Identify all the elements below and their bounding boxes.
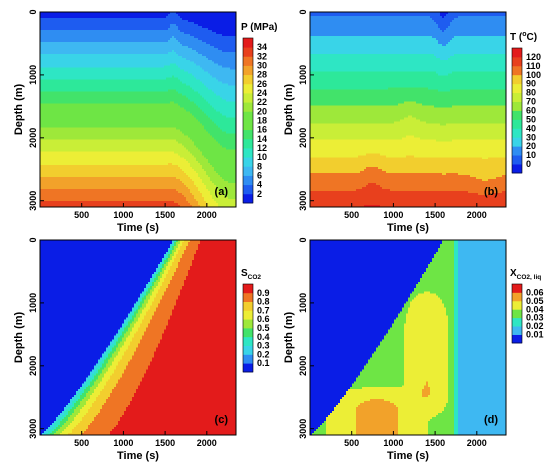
contour-field [40, 12, 237, 208]
